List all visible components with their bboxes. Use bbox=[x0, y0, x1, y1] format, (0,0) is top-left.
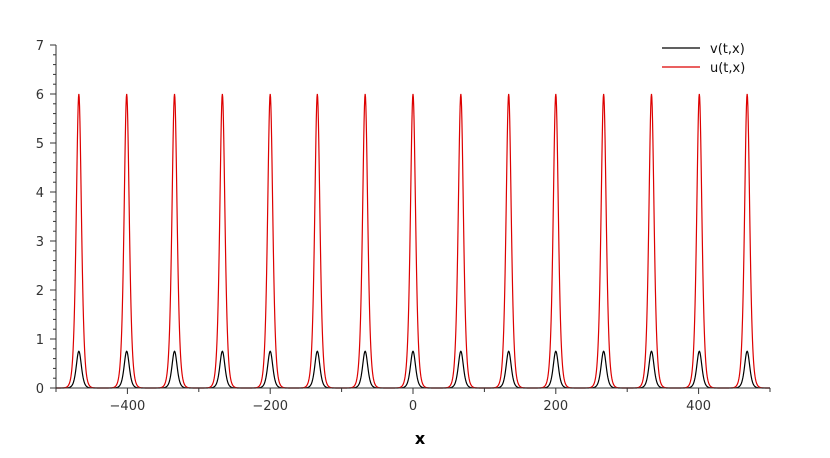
x-ticks: −400 −200 0 200 400 bbox=[55, 388, 771, 414]
x-tick-label: −200 bbox=[252, 399, 288, 414]
x-axis-title: x bbox=[415, 429, 426, 448]
plot-lines bbox=[56, 93, 770, 389]
y-tick-label: 3 bbox=[36, 235, 44, 250]
legend-label: v(t,x) bbox=[710, 42, 745, 57]
x-tick-label: 0 bbox=[409, 399, 417, 414]
y-tick-label: 6 bbox=[36, 88, 44, 103]
y-ticks: 0 1 2 3 4 5 6 7 bbox=[36, 39, 56, 397]
legend: v(t,x) u(t,x) bbox=[662, 42, 745, 76]
x-tick-label: 200 bbox=[543, 399, 568, 414]
series-line-u bbox=[56, 93, 770, 389]
y-tick-label: 0 bbox=[36, 382, 44, 397]
x-tick-label: −400 bbox=[110, 399, 146, 414]
y-tick-label: 1 bbox=[36, 333, 44, 348]
y-tick-label: 4 bbox=[36, 186, 44, 201]
x-tick-label: 400 bbox=[686, 399, 711, 414]
y-tick-label: 5 bbox=[36, 137, 44, 152]
legend-label: u(t,x) bbox=[710, 61, 745, 76]
y-tick-label: 2 bbox=[36, 284, 44, 299]
series-line-v bbox=[56, 350, 770, 389]
y-tick-label: 7 bbox=[36, 39, 44, 54]
